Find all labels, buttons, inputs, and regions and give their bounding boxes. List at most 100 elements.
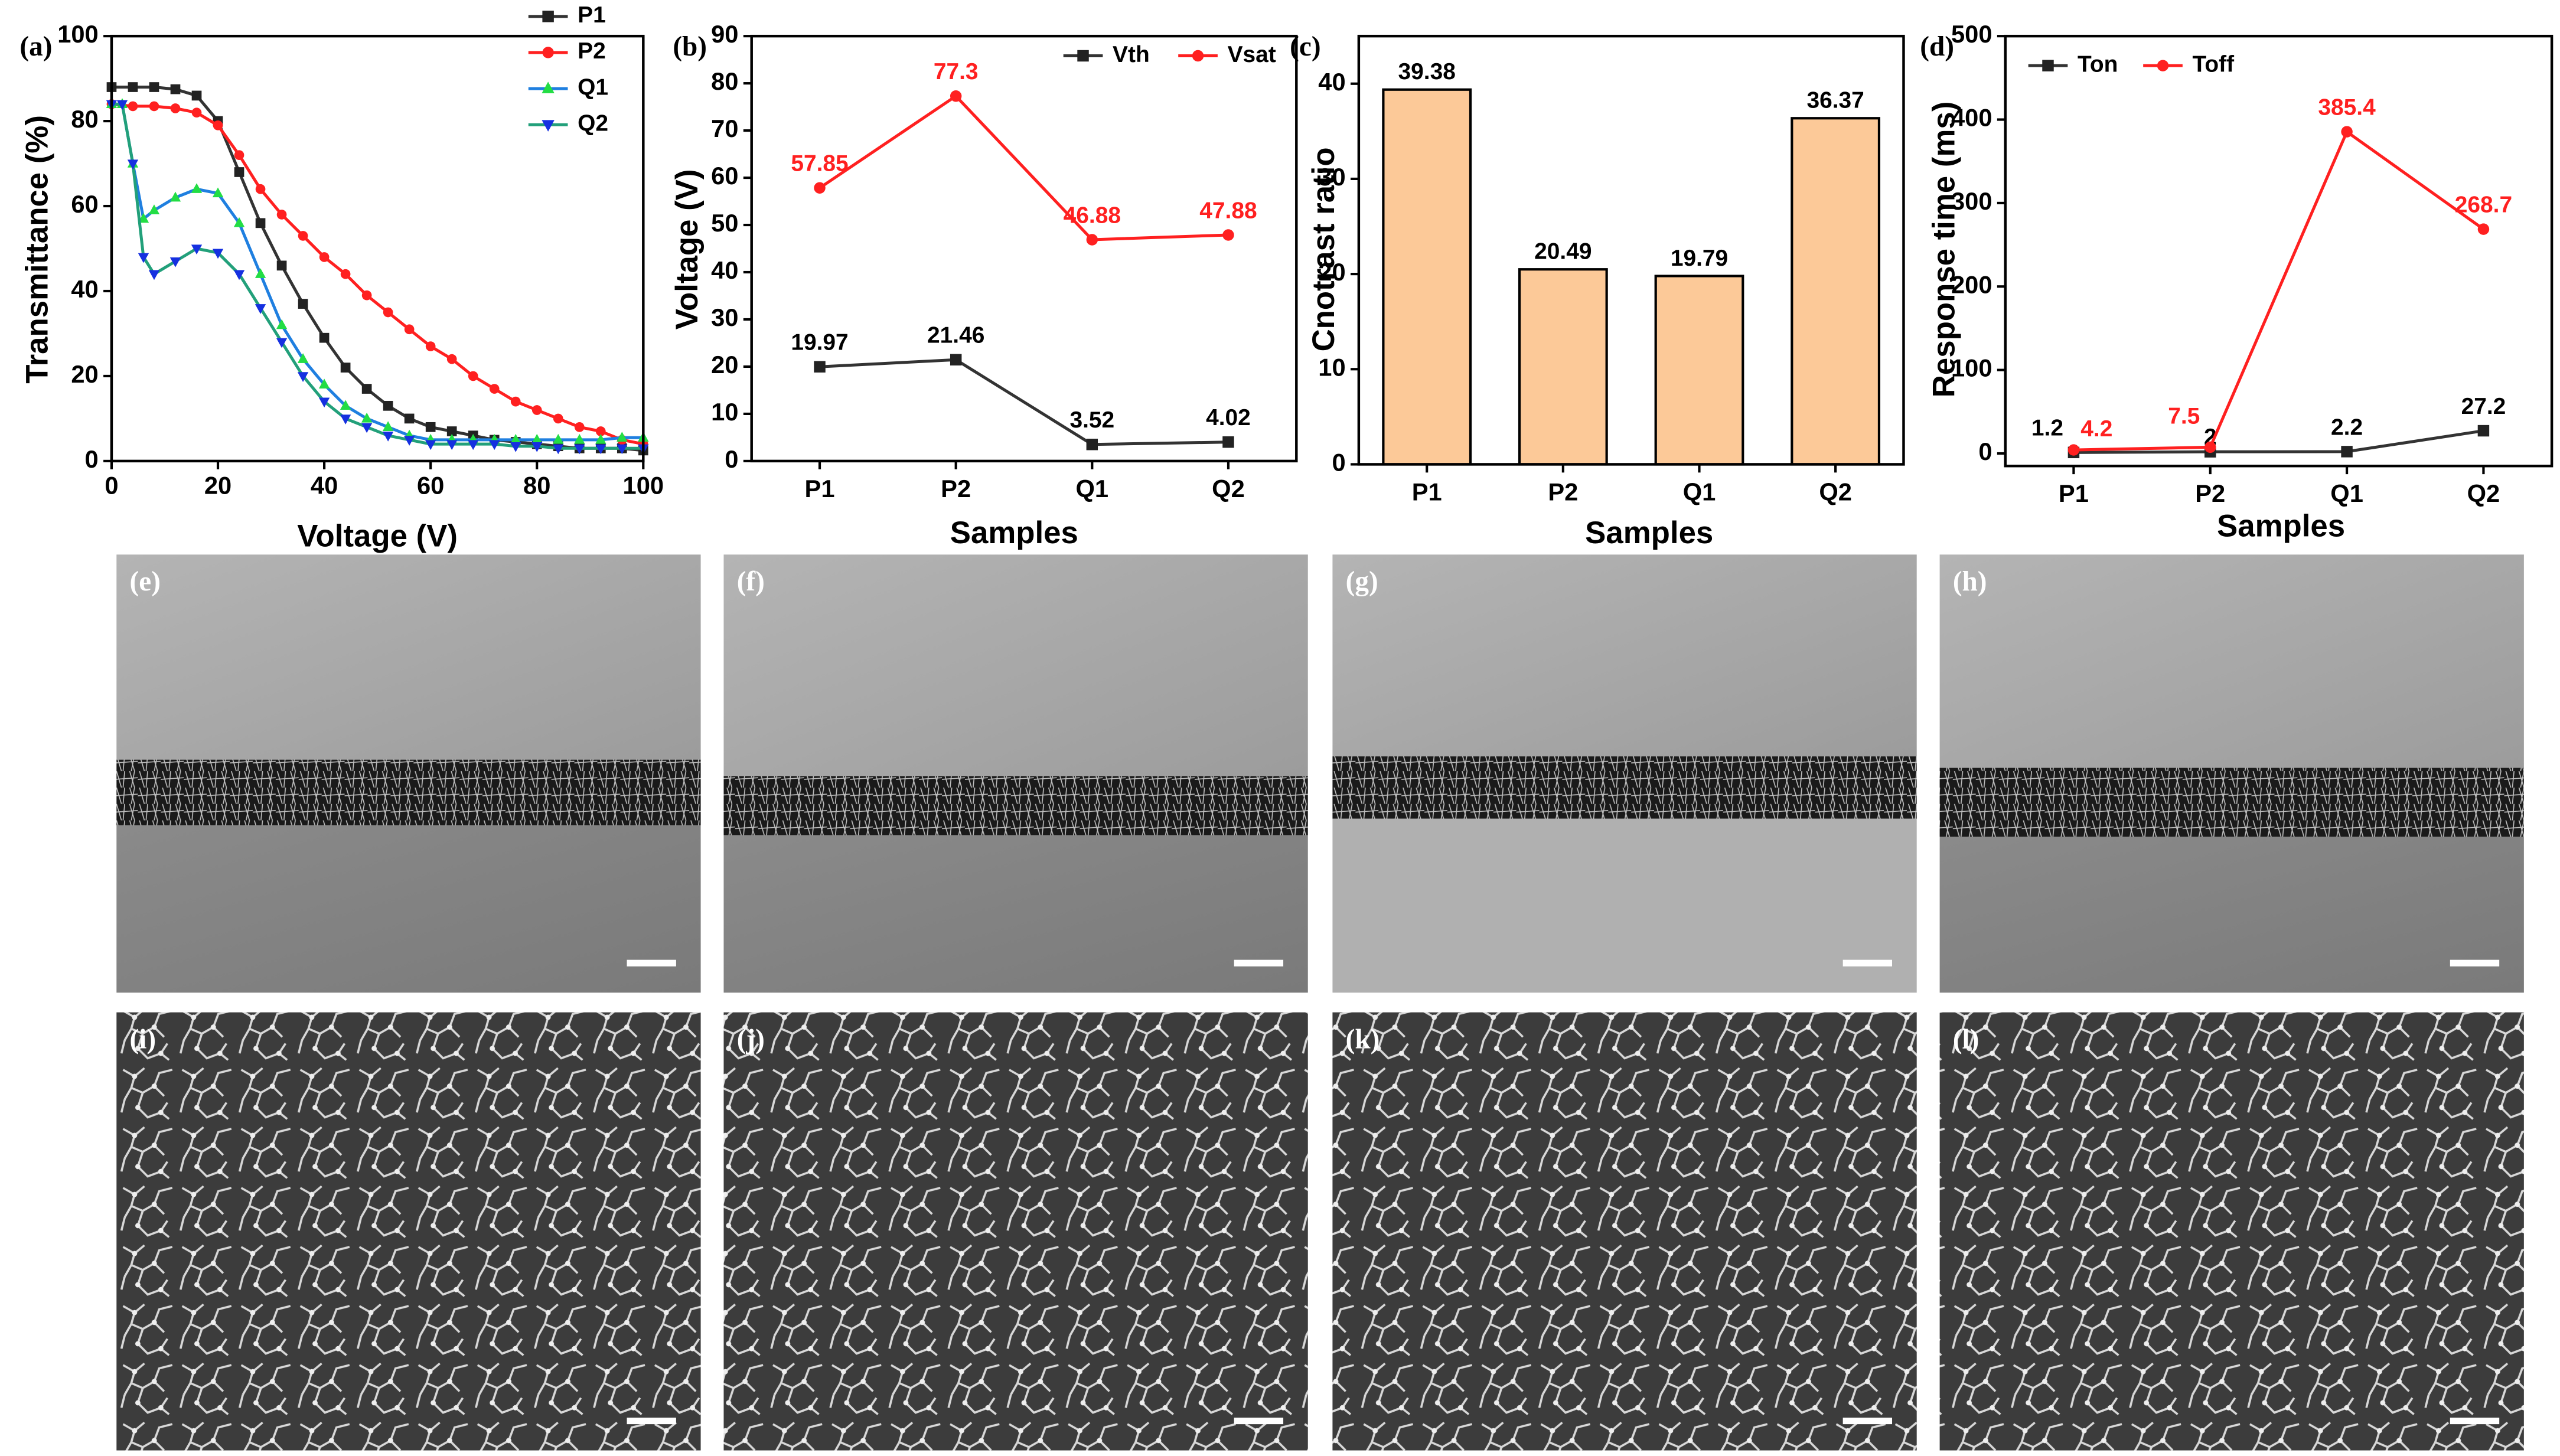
legend-label: Ton	[2078, 51, 2118, 77]
marker	[116, 100, 128, 110]
value-label: 46.88	[1064, 203, 1121, 228]
y-tick-label: 80	[711, 67, 738, 95]
bar	[1654, 275, 1744, 466]
sem-substrate	[1332, 818, 1917, 993]
marker	[574, 433, 585, 444]
series-line	[2073, 129, 2484, 452]
marker	[595, 426, 606, 436]
y-tick-label: 300	[1951, 187, 1992, 215]
marker	[510, 442, 521, 452]
marker	[191, 183, 203, 193]
bar	[1518, 268, 1608, 466]
marker	[128, 101, 138, 112]
marker	[2477, 425, 2490, 437]
x-tick-label: P2	[1548, 478, 1578, 505]
marker	[1086, 439, 1098, 450]
value-label: 27.2	[2461, 394, 2506, 419]
legend-marker	[2157, 60, 2169, 71]
marker	[404, 324, 415, 335]
legend-label: Toff	[2193, 51, 2235, 77]
marker	[276, 210, 287, 220]
panel-label: (a)	[19, 31, 52, 62]
panel-label: (i)	[130, 1024, 156, 1055]
y-axis-title: Voltage (V)	[670, 169, 705, 330]
panel-label: (g)	[1346, 566, 1378, 597]
y-tick-label: 10	[1318, 353, 1345, 381]
y-tick-label: 40	[71, 275, 98, 303]
marker	[255, 304, 266, 314]
marker	[950, 354, 962, 365]
y-tick-label: 20	[1318, 258, 1345, 286]
legend-marker	[1192, 50, 1204, 62]
marker	[2341, 446, 2353, 458]
marker	[446, 440, 458, 450]
value-label: 57.85	[791, 151, 848, 177]
marker	[340, 269, 351, 279]
value-label: 47.88	[1199, 198, 1257, 223]
marker	[340, 363, 351, 373]
x-tick-label: 20	[204, 471, 231, 499]
marker	[404, 413, 415, 424]
series-line	[819, 358, 1229, 446]
y-tick-label: 90	[711, 20, 738, 48]
marker	[510, 433, 521, 444]
sem-network	[1939, 1012, 2524, 1451]
value-label: 21.46	[927, 323, 984, 348]
y-tick-label: 200	[1951, 270, 1992, 298]
value-label: 19.97	[791, 330, 848, 355]
marker	[149, 101, 159, 112]
value-label: 268.7	[2455, 192, 2512, 218]
x-tick-label: P1	[1412, 478, 1442, 505]
sem-surface	[1332, 554, 1917, 757]
legend-label: Vsat	[1228, 42, 1276, 67]
sem-fiber-layer	[1332, 756, 1917, 819]
sem-substrate	[116, 825, 701, 993]
x-tick-label: Q1	[1076, 475, 1109, 502]
x-axis-title: Samples	[1585, 515, 1713, 550]
marker	[297, 353, 309, 363]
y-tick-label: 0	[1332, 448, 1345, 476]
marker	[319, 332, 330, 343]
y-tick-label: 70	[711, 115, 738, 142]
x-tick-label: Q2	[1212, 475, 1245, 502]
marker	[814, 182, 826, 194]
marker	[531, 405, 542, 415]
series-line	[818, 94, 1229, 241]
y-tick-label: 20	[71, 360, 98, 388]
panel-label: (d)	[1920, 31, 1954, 62]
y-tick-label: 80	[71, 105, 98, 133]
marker	[489, 384, 500, 394]
legend-label: Q1	[578, 74, 608, 100]
marker	[553, 413, 563, 424]
y-tick-label: 100	[57, 20, 99, 48]
marker	[446, 426, 457, 436]
series-line	[111, 102, 644, 446]
y-tick-label: 40	[1318, 68, 1345, 96]
marker	[531, 442, 543, 452]
sem-substrate	[1939, 837, 2524, 993]
marker	[361, 423, 373, 433]
panel-label: (f)	[737, 566, 765, 597]
sem-fiber-layer	[723, 776, 1308, 835]
marker	[553, 444, 564, 455]
marker	[234, 150, 244, 161]
marker	[127, 159, 139, 170]
marker	[1222, 436, 1234, 448]
marker	[617, 444, 628, 455]
marker	[383, 307, 393, 318]
legend-marker	[542, 81, 555, 93]
marker	[170, 84, 181, 94]
y-tick-label: 50	[711, 209, 738, 237]
x-tick-label: P1	[805, 475, 835, 502]
marker	[340, 414, 351, 425]
x-tick-label: 100	[623, 471, 664, 499]
x-tick-label: P2	[2195, 479, 2225, 507]
legend-label: Q2	[578, 110, 608, 136]
sem-surface	[723, 554, 1308, 776]
x-tick-label: P2	[941, 475, 971, 502]
y-tick-label: 0	[1978, 438, 1992, 465]
marker	[814, 361, 826, 373]
marker	[2204, 441, 2216, 453]
marker	[234, 167, 244, 177]
y-tick-label: 20	[711, 351, 738, 378]
